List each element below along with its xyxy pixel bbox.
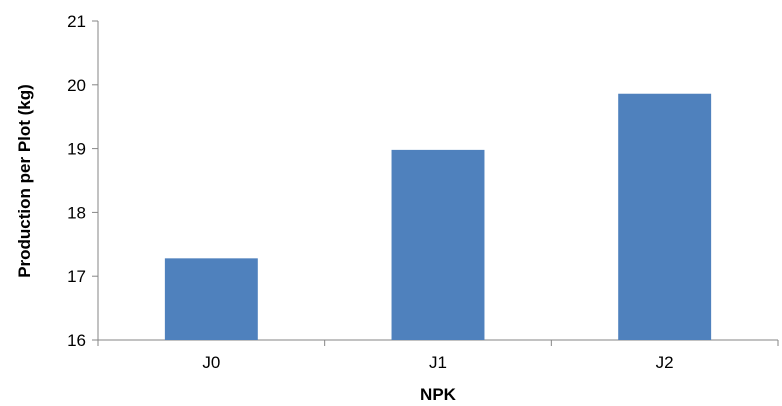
x-axis: J0 J1 J2 <box>97 339 779 372</box>
y-axis: 16 17 18 19 20 21 <box>67 12 99 350</box>
y-axis-title: Production per Plot (kg) <box>15 84 34 278</box>
y-tick-label: 21 <box>67 12 86 31</box>
bar-j1 <box>391 149 485 340</box>
y-tick-label: 17 <box>67 267 86 286</box>
y-tick-label: 18 <box>67 203 86 222</box>
x-tick-label: J0 <box>202 353 220 372</box>
y-tick-label: 19 <box>67 140 86 159</box>
x-tick-label: J2 <box>656 353 674 372</box>
bar-series <box>164 93 712 341</box>
y-tick-label: 16 <box>67 331 86 350</box>
bar-j0 <box>164 258 258 340</box>
bar-j2 <box>618 93 712 341</box>
x-axis-title: NPK <box>420 385 457 404</box>
x-tick-label: J1 <box>429 353 447 372</box>
y-tick-label: 20 <box>67 76 86 95</box>
